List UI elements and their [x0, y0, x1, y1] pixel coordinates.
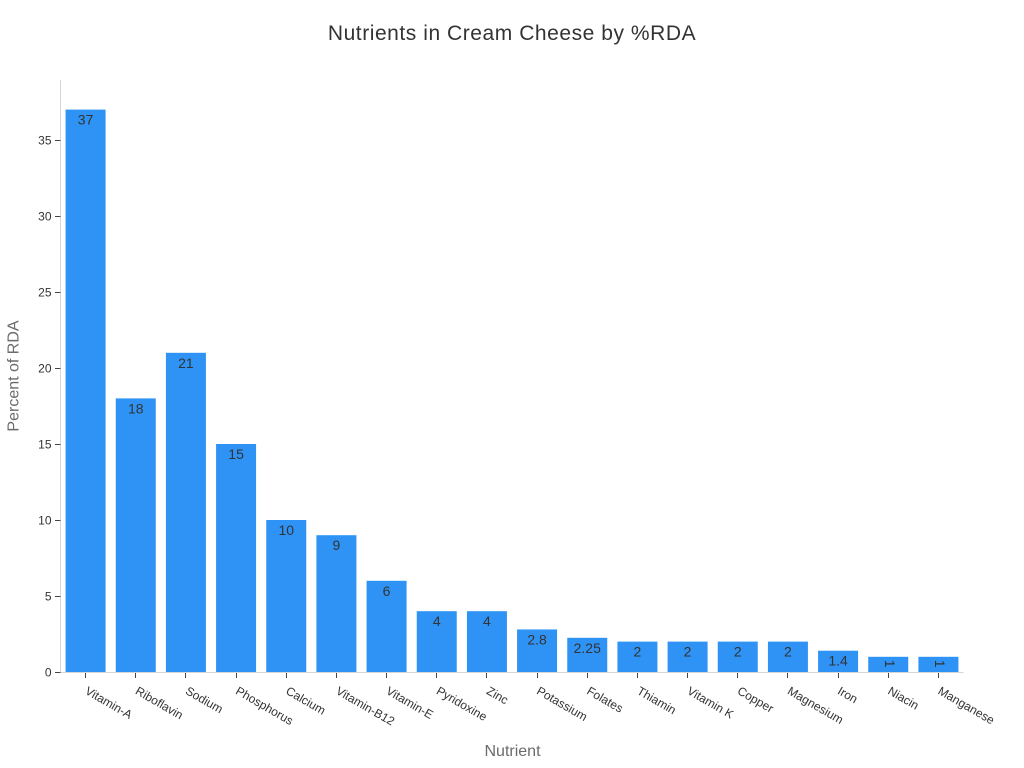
svg-text:Percent of RDA: Percent of RDA: [5, 320, 22, 431]
svg-text:2.25: 2.25: [574, 640, 601, 656]
svg-text:20: 20: [38, 361, 52, 375]
svg-text:18: 18: [128, 400, 144, 416]
svg-text:25: 25: [38, 285, 52, 299]
svg-text:21: 21: [178, 355, 194, 371]
svg-text:4: 4: [483, 613, 491, 629]
svg-text:Pyridoxine: Pyridoxine: [434, 684, 490, 724]
svg-text:Vitamin-A: Vitamin-A: [83, 684, 135, 722]
svg-text:Sodium: Sodium: [183, 684, 225, 716]
svg-text:6: 6: [383, 583, 391, 599]
svg-text:35: 35: [38, 133, 52, 147]
svg-text:Nutrients in Cream Cheese by %: Nutrients in Cream Cheese by %RDA: [328, 22, 696, 45]
svg-text:4: 4: [433, 613, 441, 629]
svg-text:37: 37: [78, 112, 94, 128]
svg-text:Potassium: Potassium: [534, 684, 590, 724]
svg-text:9: 9: [333, 537, 341, 553]
svg-text:30: 30: [38, 209, 52, 223]
svg-text:10: 10: [278, 522, 294, 538]
svg-text:Nutrient: Nutrient: [484, 743, 541, 760]
svg-text:10: 10: [38, 513, 52, 527]
svg-text:2.8: 2.8: [527, 631, 547, 647]
svg-text:2: 2: [734, 644, 742, 660]
svg-text:2: 2: [784, 644, 792, 660]
svg-text:Copper: Copper: [735, 684, 776, 716]
svg-text:Folates: Folates: [584, 684, 625, 716]
svg-text:Niacin: Niacin: [885, 684, 921, 713]
svg-text:Manganese: Manganese: [936, 684, 998, 728]
svg-text:1.4: 1.4: [828, 653, 848, 669]
svg-text:Vitamin K: Vitamin K: [685, 684, 736, 722]
svg-text:Iron: Iron: [835, 684, 860, 706]
svg-text:15: 15: [228, 446, 244, 462]
svg-text:5: 5: [45, 589, 52, 603]
svg-text:Magnesium: Magnesium: [785, 684, 846, 727]
svg-text:15: 15: [38, 437, 52, 451]
svg-text:2: 2: [634, 644, 642, 660]
svg-text:2: 2: [684, 644, 692, 660]
svg-text:Thiamin: Thiamin: [635, 684, 679, 717]
svg-text:1: 1: [882, 660, 898, 668]
svg-text:Zinc: Zinc: [484, 684, 511, 707]
svg-text:Riboflavin: Riboflavin: [133, 684, 186, 722]
svg-text:1: 1: [932, 660, 948, 668]
svg-text:0: 0: [45, 665, 52, 679]
